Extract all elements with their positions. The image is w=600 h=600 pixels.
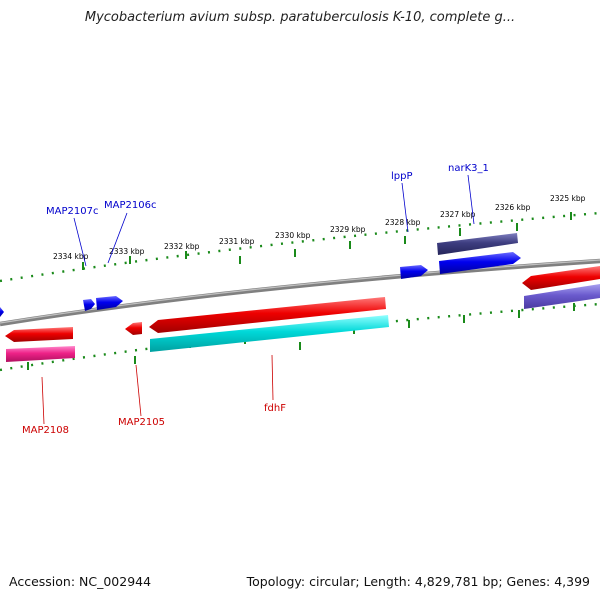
leader-line	[401, 182, 409, 233]
scale-label: 2332 kbp	[164, 242, 200, 251]
backbone-highlight	[0, 259, 600, 324]
topology-text: Topology: circular; Length: 4,829,781 bp…	[246, 574, 590, 589]
gene-rev[interactable]	[150, 315, 389, 352]
gene-label[interactable]: MAP2108	[22, 425, 69, 436]
leader-lines-fwd	[73, 174, 475, 267]
leader-lines-rev	[41, 354, 274, 425]
gene-label[interactable]: MAP2106c	[104, 200, 156, 211]
leader-line	[135, 364, 142, 417]
map-title: Mycobacterium avium subsp. paratuberculo…	[84, 10, 516, 25]
gene-fwd[interactable]	[96, 296, 123, 310]
gene-rev[interactable]	[149, 297, 386, 333]
leader-line	[41, 376, 45, 425]
upper-scale-track	[0, 211, 600, 283]
accession-text: Accession: NC_002944	[9, 574, 152, 589]
gene-fwd[interactable]	[83, 299, 95, 311]
gene-fwd[interactable]	[437, 233, 518, 255]
gene-rev[interactable]	[125, 322, 142, 335]
scale-label: 2326 kbp	[495, 203, 531, 212]
scale-label: 2327 kbp	[440, 210, 476, 219]
gene-rev[interactable]	[6, 346, 75, 362]
leader-line	[73, 217, 87, 267]
gene-rev[interactable]	[522, 266, 600, 290]
gene-label[interactable]: fdhF	[264, 403, 286, 414]
gene-label[interactable]: lppP	[391, 171, 413, 182]
gene-rev[interactable]	[5, 327, 73, 342]
scale-label: 2330 kbp	[275, 231, 311, 240]
scale-label: 2328 kbp	[385, 218, 421, 227]
major-ticks	[27, 212, 575, 370]
scale-label: 2334 kbp	[53, 252, 89, 261]
scale-label: 2329 kbp	[330, 225, 366, 234]
gene-label[interactable]: narK3_1	[448, 163, 489, 174]
gene-fwd[interactable]	[439, 252, 521, 274]
gene-label[interactable]: MAP2105	[118, 417, 165, 428]
scale-label: 2331 kbp	[219, 237, 255, 246]
gene-fwd[interactable]	[400, 265, 428, 279]
leader-line	[467, 174, 475, 225]
leader-line	[271, 354, 274, 401]
gene-label[interactable]: MAP2107c	[46, 206, 98, 217]
scale-label: 2333 kbp	[109, 247, 145, 256]
gene-fwd[interactable]	[0, 307, 4, 317]
scale-label: 2325 kbp	[550, 194, 586, 203]
leader-line	[107, 212, 128, 264]
gene-rev[interactable]	[524, 284, 600, 309]
backbone-arc	[0, 258, 600, 327]
